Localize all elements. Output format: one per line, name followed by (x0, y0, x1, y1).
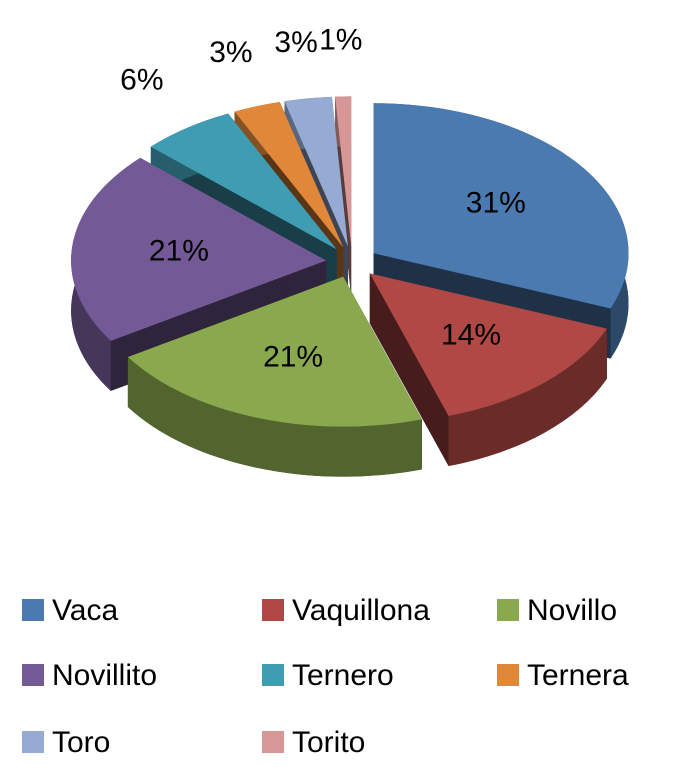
legend-swatch (22, 599, 44, 621)
legend-swatch (22, 664, 44, 686)
slice (369, 273, 607, 417)
legend-swatch (262, 599, 284, 621)
slice (71, 157, 327, 341)
data-label: 3% (274, 26, 317, 59)
legend-label: Vaquillona (292, 594, 430, 627)
slice (284, 96, 348, 247)
data-label: 31% (466, 186, 526, 219)
data-label: 1% (319, 23, 362, 56)
data-label: 21% (263, 340, 323, 373)
data-label: 21% (149, 234, 209, 267)
slice (127, 276, 422, 427)
slice (369, 273, 607, 467)
slice (127, 276, 422, 477)
legend-swatch (22, 731, 44, 753)
legend-label: Novillito (52, 659, 157, 692)
legend-label: Ternero (292, 659, 394, 692)
legend-label: Ternera (527, 659, 629, 692)
legend-swatch (497, 664, 519, 686)
legend-label: Vaca (52, 594, 118, 627)
data-label: 3% (209, 36, 252, 69)
legend-label: Novillo (527, 594, 617, 627)
slice-wall (369, 273, 449, 467)
legend-swatch (262, 664, 284, 686)
legend-swatch (262, 731, 284, 753)
slice (373, 103, 629, 309)
slice-side (448, 328, 607, 467)
legend-label: Torito (292, 726, 365, 759)
slice (150, 113, 337, 250)
data-label: 6% (120, 64, 163, 97)
slice (234, 102, 344, 248)
legend-swatch (497, 599, 519, 621)
slice (335, 96, 352, 247)
legend-label: Toro (52, 726, 110, 759)
data-label: 14% (441, 319, 501, 352)
slice-side (127, 357, 422, 477)
